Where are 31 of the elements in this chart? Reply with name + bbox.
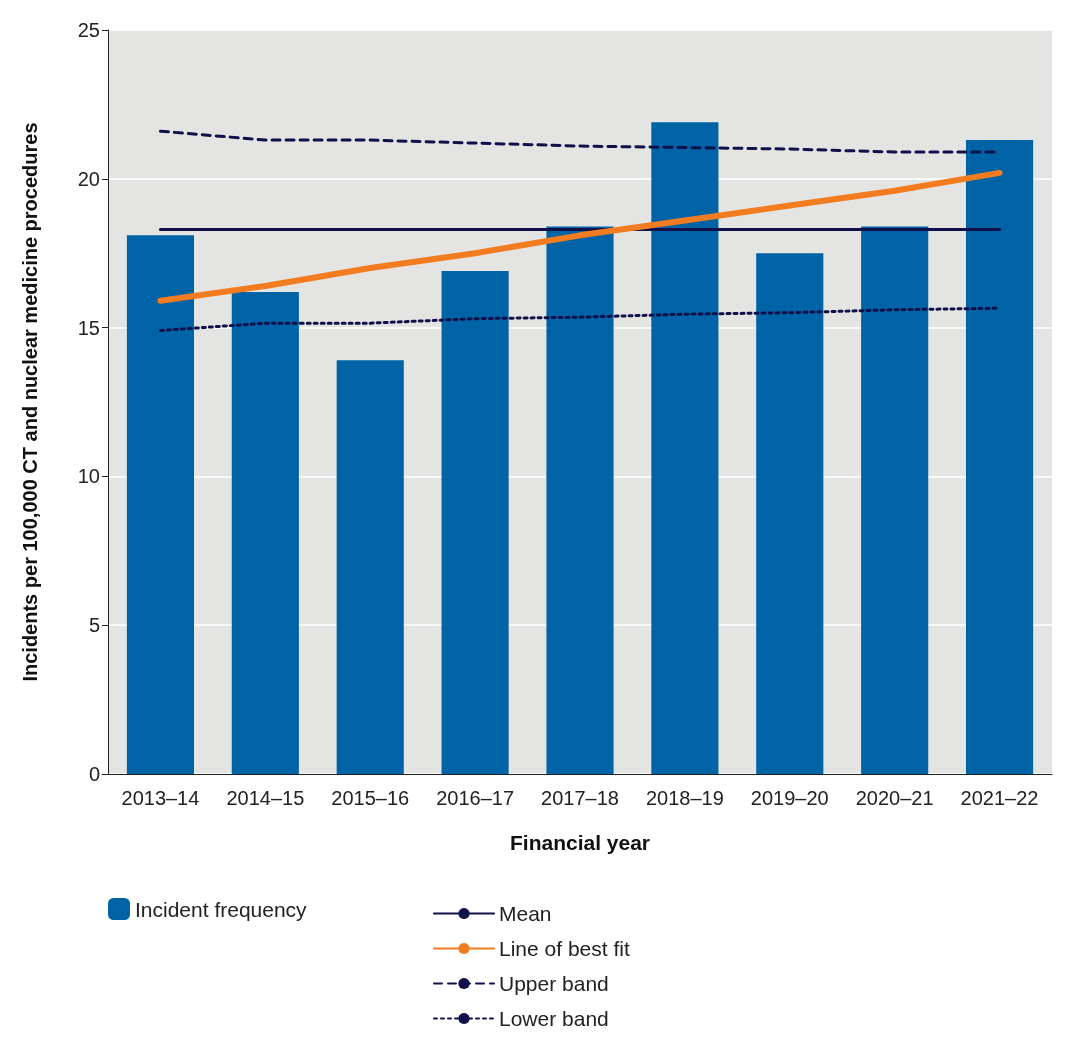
x-tick-label: 2018–19 [645,787,724,809]
y-tick-label: 5 [88,614,100,637]
x-tick-label: 2020–21 [855,787,934,809]
x-tick-label: 2016–17 [436,787,515,809]
legend-label: Line of best fit [499,937,630,960]
y-tick-label: 25 [77,19,100,41]
x-tick-label: 2014–15 [226,787,305,809]
x-axis-title: Financial year [509,831,651,854]
x-tick-label: 2015–16 [331,787,410,809]
bar [336,360,404,774]
legend-label: Mean [499,902,552,925]
legend-label: Incident frequency [135,897,308,921]
legend-label: Upper band [499,972,609,995]
bar [231,291,299,774]
x-tick-label: 2013–14 [121,787,200,809]
bar [441,271,509,774]
x-tick-label: 2017–18 [541,787,619,809]
legend-label: Lower band [499,1007,609,1030]
bar [651,122,719,774]
y-tick-label: 15 [77,316,100,339]
y-tick-label: 20 [77,167,100,190]
y-tick-label: 10 [77,465,100,488]
y-axis-title: Incidents per 100,000 CT and nuclear medicine procedures [19,122,41,682]
bar [126,235,195,774]
bar [546,226,614,774]
x-tick-label: 2021–22 [960,787,1039,809]
bar [756,253,824,774]
bar [965,140,1034,774]
y-tick-label: 0 [88,763,100,785]
bar [861,226,929,774]
x-tick-label: 2019–20 [750,787,829,809]
